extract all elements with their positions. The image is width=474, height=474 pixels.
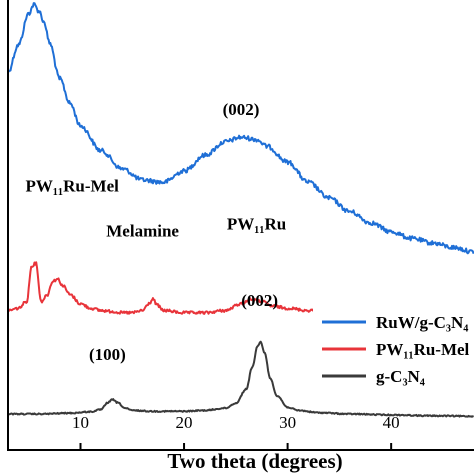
legend-box (313, 303, 474, 401)
legend: RuW/g-C₃N₄ PW₁₁Ru-Mel g-C₃N₄ (313, 303, 474, 401)
x-tick-label: 10 (72, 413, 89, 432)
annotation-layer: (002) PW₁₁Ru-Mel Melamine PW₁₁Ru (100) (002) (26, 100, 287, 364)
x-ticks: 10 20 30 40 (72, 413, 400, 450)
annotation-label: (100) (89, 345, 126, 364)
annotation-label: (002) (241, 291, 278, 310)
annotation-label: Melamine (106, 221, 179, 240)
legend-label: PW₁₁Ru-Mel (376, 340, 470, 359)
annotation-label: PW₁₁Ru (227, 215, 286, 234)
x-tick-label: 30 (279, 413, 296, 432)
annotation-label: PW₁₁Ru-Mel (26, 176, 120, 195)
legend-label: g-C₃N₄ (376, 367, 425, 386)
legend-label: RuW/g-C₃N₄ (376, 313, 468, 332)
x-tick-label: 40 (383, 413, 400, 432)
annotation-label: (002) (223, 100, 260, 119)
series-line-g-c3n4 (7, 340, 474, 418)
x-tick-label: 20 (176, 413, 193, 432)
x-axis-label: Two theta (degrees) (167, 449, 342, 473)
series-line-ruw-g-c3n4 (7, 2, 474, 255)
